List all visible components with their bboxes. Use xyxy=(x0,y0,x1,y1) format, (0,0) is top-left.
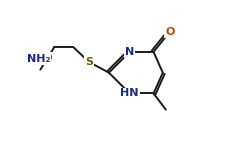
Text: HO: HO xyxy=(34,53,52,63)
Text: O: O xyxy=(164,27,174,37)
Text: HN: HN xyxy=(120,88,138,98)
Text: N: N xyxy=(124,47,134,57)
Text: S: S xyxy=(85,57,92,67)
Text: NH₂: NH₂ xyxy=(27,54,50,64)
